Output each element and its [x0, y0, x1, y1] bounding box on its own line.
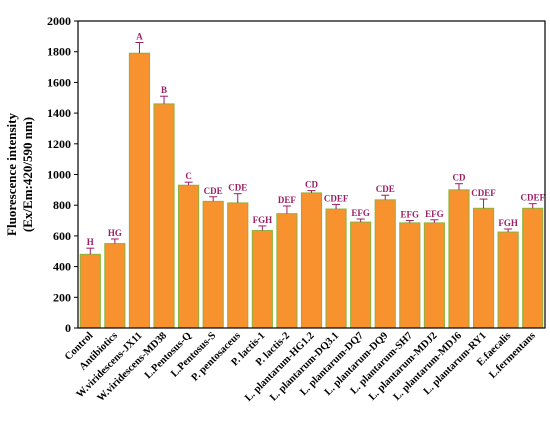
bar [227, 202, 249, 329]
error-bar [135, 41, 144, 54]
bar [472, 207, 495, 329]
bar [399, 222, 421, 329]
significance-letter: C [185, 171, 192, 181]
error-bar [258, 225, 267, 231]
error-bar [160, 95, 169, 104]
error-bar [209, 196, 218, 202]
bar [153, 103, 175, 329]
error-bar [528, 203, 537, 209]
y-axis-ticks: 0 200 400 600 800 1000 1200 1400 1600 1800 2000 [47, 14, 78, 335]
y-tick-label: 1600 [47, 75, 71, 89]
y-tick-label: 1800 [47, 45, 71, 59]
bar [251, 230, 273, 329]
bar [104, 243, 126, 329]
error-bars [86, 41, 537, 255]
significance-letter: A [136, 31, 143, 41]
x-axis-labels: ControlAntibioticsW.viridescens-JX11W.vi… [63, 330, 538, 404]
y-tick-label: 400 [53, 260, 71, 274]
error-bar [356, 218, 365, 223]
significance-letter: CD [452, 173, 465, 183]
significance-letter: CDEF [324, 193, 349, 203]
bar [300, 192, 323, 329]
y-tick-label: 600 [53, 229, 71, 243]
significance-letter: CD [305, 180, 318, 190]
bar [497, 231, 519, 329]
y-tick-label: 2000 [47, 14, 71, 28]
error-bar [86, 247, 95, 255]
error-bar [454, 183, 463, 190]
y-tick-label: 800 [53, 198, 71, 212]
significance-letter: CDEF [471, 188, 496, 198]
bar [374, 199, 396, 329]
bar [178, 184, 200, 329]
bar [128, 52, 151, 329]
significance-letter: DEF [278, 195, 297, 205]
significance-letter: CDE [376, 184, 395, 194]
error-bar [307, 190, 316, 193]
significance-letter: EFG [401, 210, 420, 220]
bar [423, 222, 445, 329]
significance-letter: HG [108, 228, 122, 238]
significance-letter: FGH [253, 215, 273, 225]
y-tick-label: 0 [65, 321, 71, 335]
y-tick-label: 1200 [47, 137, 71, 151]
y-axis-label: Fluorescence intensity [4, 113, 19, 236]
significance-letter: H [87, 237, 94, 247]
error-bar [430, 219, 439, 223]
error-bar [405, 220, 414, 223]
error-bar [282, 205, 291, 214]
bar [79, 253, 101, 329]
error-bar [479, 198, 488, 209]
y-tick-label: 1400 [47, 106, 71, 120]
significance-letter: CDE [204, 186, 223, 196]
significance-letter: FGH [498, 218, 518, 228]
bar [325, 208, 347, 329]
error-bar [184, 181, 193, 186]
bar [448, 189, 470, 329]
significance-letter: EFG [351, 208, 370, 218]
bar [350, 221, 372, 329]
y-axis-label-units: (Ex/Em:420/590 nm) [20, 117, 35, 232]
significance-letter: CDEF [520, 193, 545, 203]
significance-letter: EFG [425, 209, 444, 219]
significance-letter: CDE [228, 183, 247, 193]
error-bar [332, 203, 341, 210]
y-tick-label: 200 [53, 290, 71, 304]
error-bar [381, 194, 390, 200]
significance-letter: B [161, 85, 167, 95]
error-bar [110, 238, 119, 244]
error-bar [233, 193, 242, 203]
bar [202, 200, 224, 329]
bar [276, 213, 298, 329]
y-tick-label: 1000 [47, 168, 71, 182]
plot-frame [77, 20, 546, 329]
bar [522, 207, 544, 329]
error-bar [504, 228, 513, 233]
